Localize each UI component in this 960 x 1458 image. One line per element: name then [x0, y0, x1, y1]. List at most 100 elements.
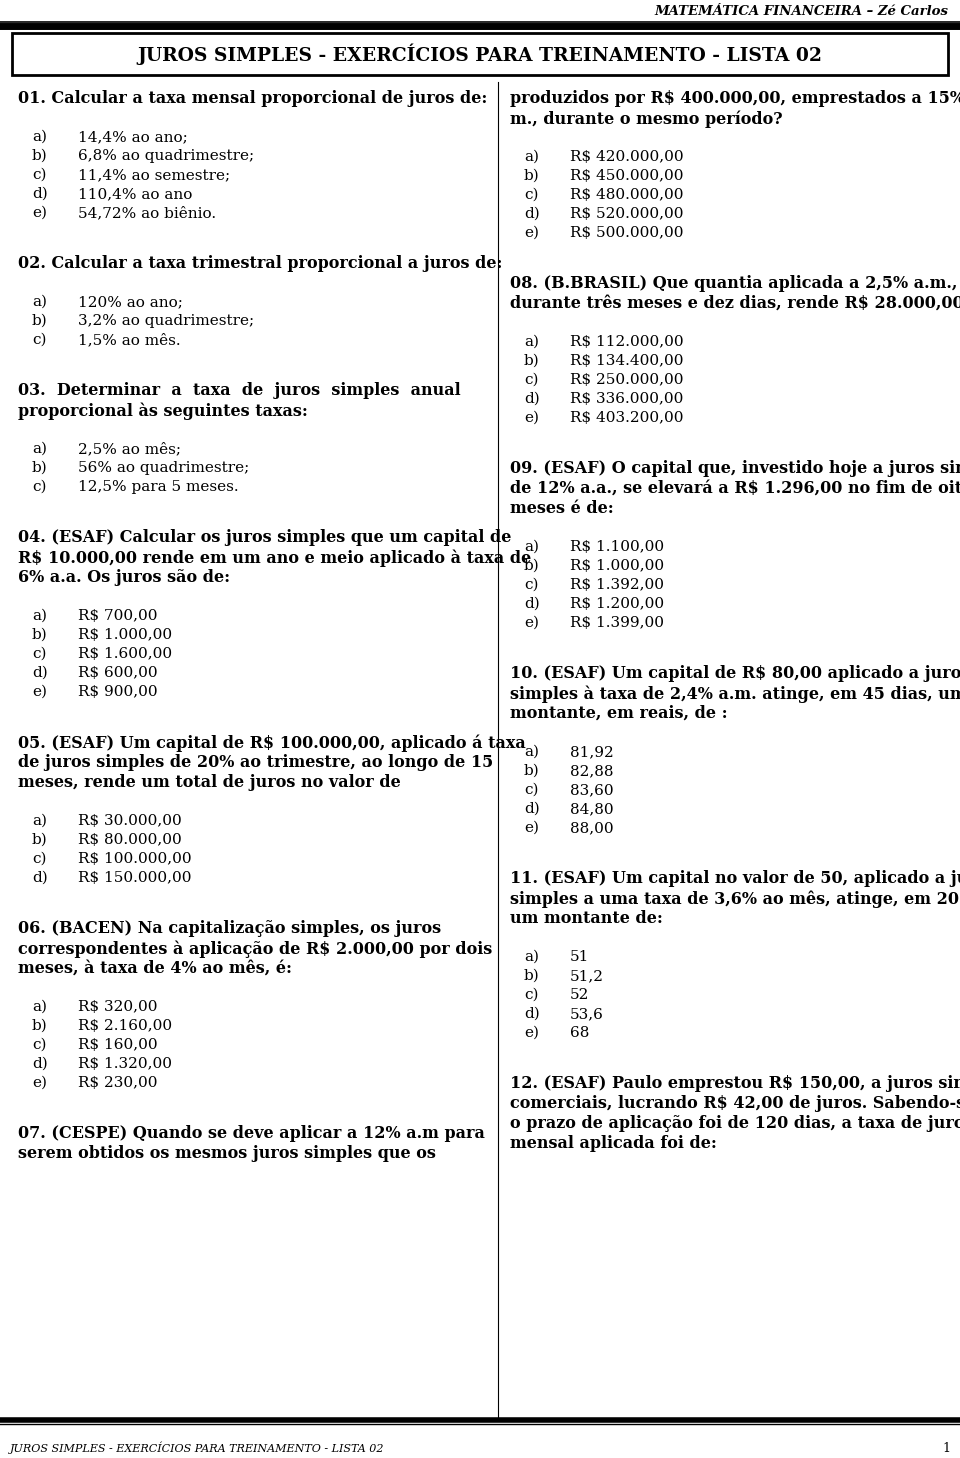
Text: serem obtidos os mesmos juros simples que os: serem obtidos os mesmos juros simples qu…: [18, 1145, 436, 1162]
Text: e): e): [524, 1026, 539, 1040]
Text: 84,80: 84,80: [570, 802, 613, 816]
Text: MATEMÁTICA FINANCEIRA – Zé Carlos: MATEMÁTICA FINANCEIRA – Zé Carlos: [654, 4, 948, 17]
Text: b): b): [32, 313, 48, 328]
Text: e): e): [32, 1076, 47, 1091]
Text: simples a uma taxa de 3,6% ao mês, atinge, em 20 dias,: simples a uma taxa de 3,6% ao mês, ating…: [510, 889, 960, 907]
Text: R$ 150.000,00: R$ 150.000,00: [78, 870, 191, 885]
Text: a): a): [32, 814, 47, 828]
Text: c): c): [32, 647, 46, 660]
Text: 54,72% ao biênio.: 54,72% ao biênio.: [78, 206, 216, 220]
Text: comerciais, lucrando R$ 42,00 de juros. Sabendo-se que: comerciais, lucrando R$ 42,00 de juros. …: [510, 1095, 960, 1112]
Text: c): c): [524, 373, 539, 386]
Text: a): a): [524, 335, 539, 348]
Text: b): b): [524, 169, 540, 184]
Text: e): e): [524, 615, 539, 630]
Text: 11. (ESAF) Um capital no valor de 50, aplicado a juros: 11. (ESAF) Um capital no valor de 50, ap…: [510, 870, 960, 886]
Text: a): a): [524, 539, 539, 554]
Text: 51: 51: [570, 951, 589, 964]
Text: e): e): [524, 411, 539, 424]
Text: 6,8% ao quadrimestre;: 6,8% ao quadrimestre;: [78, 149, 254, 163]
Text: R$ 700,00: R$ 700,00: [78, 609, 157, 623]
Text: de 12% a.a., se elevará a R$ 1.296,00 no fim de oito: de 12% a.a., se elevará a R$ 1.296,00 no…: [510, 480, 960, 497]
Text: 52: 52: [570, 989, 589, 1002]
Text: 04. (ESAF) Calcular os juros simples que um capital de: 04. (ESAF) Calcular os juros simples que…: [18, 529, 512, 545]
Text: c): c): [524, 577, 539, 592]
Text: e): e): [32, 685, 47, 698]
Text: 1: 1: [942, 1442, 950, 1455]
Text: b): b): [524, 764, 540, 779]
Text: mensal aplicada foi de:: mensal aplicada foi de:: [510, 1134, 717, 1152]
Text: R$ 520.000,00: R$ 520.000,00: [570, 207, 684, 222]
Text: 88,00: 88,00: [570, 821, 613, 835]
Text: 12,5% para 5 meses.: 12,5% para 5 meses.: [78, 480, 239, 494]
Text: d): d): [32, 1057, 48, 1072]
Text: R$ 500.000,00: R$ 500.000,00: [570, 226, 684, 241]
Text: R$ 480.000,00: R$ 480.000,00: [570, 188, 684, 203]
Text: 06. (BACEN) Na capitalização simples, os juros: 06. (BACEN) Na capitalização simples, os…: [18, 920, 442, 937]
Text: 81,92: 81,92: [570, 745, 613, 760]
Text: a): a): [32, 130, 47, 144]
Text: 02. Calcular a taxa trimestral proporcional a juros de:: 02. Calcular a taxa trimestral proporcio…: [18, 255, 502, 273]
Text: 51,2: 51,2: [570, 970, 604, 983]
Text: b): b): [32, 833, 48, 847]
Text: o prazo de aplicação foi de 120 dias, a taxa de juros: o prazo de aplicação foi de 120 dias, a …: [510, 1115, 960, 1131]
Text: a): a): [32, 609, 47, 623]
Text: c): c): [524, 989, 539, 1002]
Text: 6% a.a. Os juros são de:: 6% a.a. Os juros são de:: [18, 569, 230, 586]
Text: 07. (CESPE) Quando se deve aplicar a 12% a.m para: 07. (CESPE) Quando se deve aplicar a 12%…: [18, 1126, 485, 1142]
Text: um montante de:: um montante de:: [510, 910, 662, 927]
Text: R$ 320,00: R$ 320,00: [78, 1000, 157, 1013]
Text: 110,4% ao ano: 110,4% ao ano: [78, 187, 192, 201]
Text: c): c): [32, 480, 46, 494]
Text: R$ 403.200,00: R$ 403.200,00: [570, 411, 684, 424]
Text: R$ 1.000,00: R$ 1.000,00: [78, 628, 172, 642]
Text: proporcional às seguintes taxas:: proporcional às seguintes taxas:: [18, 402, 308, 420]
Text: a): a): [524, 951, 539, 964]
Text: meses é de:: meses é de:: [510, 500, 613, 518]
Text: R$ 30.000,00: R$ 30.000,00: [78, 814, 181, 828]
Text: R$ 134.400,00: R$ 134.400,00: [570, 354, 684, 367]
Text: a): a): [32, 442, 47, 456]
Text: montante, em reais, de :: montante, em reais, de :: [510, 706, 728, 722]
Text: c): c): [32, 1038, 46, 1053]
Text: 12. (ESAF) Paulo emprestou R$ 150,00, a juros simples: 12. (ESAF) Paulo emprestou R$ 150,00, a …: [510, 1075, 960, 1092]
Text: d): d): [32, 870, 48, 885]
Text: R$ 600,00: R$ 600,00: [78, 666, 157, 679]
Text: R$ 336.000,00: R$ 336.000,00: [570, 392, 684, 405]
Text: 56% ao quadrimestre;: 56% ao quadrimestre;: [78, 461, 250, 475]
Text: b): b): [32, 149, 48, 163]
Text: e): e): [32, 206, 47, 220]
Text: R$ 1.200,00: R$ 1.200,00: [570, 596, 664, 611]
Text: b): b): [524, 354, 540, 367]
Text: produzidos por R$ 400.000,00, emprestados a 15% a .: produzidos por R$ 400.000,00, emprestado…: [510, 90, 960, 106]
Text: R$ 1.320,00: R$ 1.320,00: [78, 1057, 172, 1072]
Text: c): c): [32, 851, 46, 866]
Text: R$ 112.000,00: R$ 112.000,00: [570, 335, 684, 348]
Text: e): e): [524, 226, 539, 241]
Text: R$ 1.000,00: R$ 1.000,00: [570, 558, 664, 573]
Text: a): a): [524, 745, 539, 760]
Text: m., durante o mesmo período?: m., durante o mesmo período?: [510, 109, 782, 127]
Text: 09. (ESAF) O capital que, investido hoje a juros simples: 09. (ESAF) O capital que, investido hoje…: [510, 461, 960, 477]
Text: correspondentes à aplicação de R$ 2.000,00 por dois: correspondentes à aplicação de R$ 2.000,…: [18, 940, 492, 958]
Text: R$ 1.100,00: R$ 1.100,00: [570, 539, 664, 554]
Text: R$ 80.000,00: R$ 80.000,00: [78, 833, 181, 847]
Text: R$ 250.000,00: R$ 250.000,00: [570, 373, 684, 386]
Text: d): d): [524, 392, 540, 405]
Text: R$ 10.000,00 rende em um ano e meio aplicado à taxa de: R$ 10.000,00 rende em um ano e meio apli…: [18, 550, 531, 567]
Text: 08. (B.BRASIL) Que quantia aplicada a 2,5% a.m.,: 08. (B.BRASIL) Que quantia aplicada a 2,…: [510, 276, 957, 292]
Text: JUROS SIMPLES - EXERCÍCIOS PARA TREINAMENTO - LISTA 02: JUROS SIMPLES - EXERCÍCIOS PARA TREINAME…: [137, 44, 823, 64]
Text: 82,88: 82,88: [570, 764, 613, 779]
Text: meses, rende um total de juros no valor de: meses, rende um total de juros no valor …: [18, 774, 400, 792]
Text: R$ 450.000,00: R$ 450.000,00: [570, 169, 684, 184]
Text: a): a): [524, 150, 539, 163]
Text: d): d): [32, 187, 48, 201]
Text: 1,5% ao mês.: 1,5% ao mês.: [78, 332, 180, 347]
Text: c): c): [524, 188, 539, 203]
Text: b): b): [524, 558, 540, 573]
Text: R$ 100.000,00: R$ 100.000,00: [78, 851, 192, 866]
Text: c): c): [524, 783, 539, 798]
Text: 10. (ESAF) Um capital de R$ 80,00 aplicado a juros: 10. (ESAF) Um capital de R$ 80,00 aplica…: [510, 665, 960, 682]
Text: 120% ao ano;: 120% ao ano;: [78, 295, 182, 309]
Text: durante três meses e dez dias, rende R$ 28.000,00?: durante três meses e dez dias, rende R$ …: [510, 295, 960, 312]
